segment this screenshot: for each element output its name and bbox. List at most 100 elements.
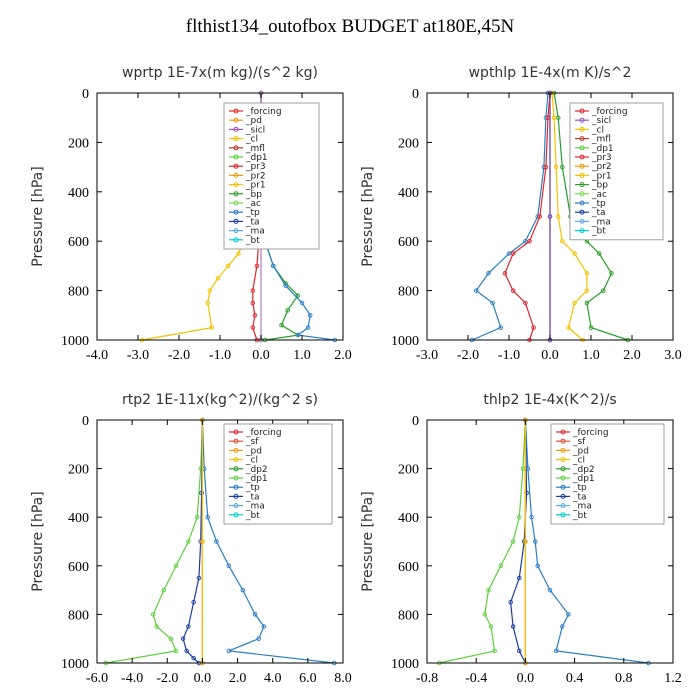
data-point bbox=[209, 325, 215, 330]
data-point bbox=[547, 587, 553, 593]
data-point bbox=[254, 263, 260, 269]
x-tick-label: 0.0 bbox=[194, 671, 212, 686]
data-point bbox=[523, 539, 528, 544]
legend-label: _pd bbox=[245, 446, 262, 456]
y-tick-label: 0 bbox=[412, 87, 419, 102]
data-point bbox=[186, 539, 191, 544]
legend-entry: _pr1 bbox=[229, 181, 266, 191]
data-point bbox=[566, 325, 571, 330]
legend-label: _ma bbox=[591, 217, 611, 227]
y-tick-label: 800 bbox=[68, 608, 89, 623]
series-tp bbox=[523, 417, 651, 666]
data-point bbox=[560, 624, 565, 629]
figure-title: flthist134_outofbox BUDGET at180E,45N bbox=[185, 16, 515, 37]
legend-label: _tp bbox=[245, 483, 260, 493]
x-tick-label: 0.0 bbox=[252, 348, 270, 363]
legend-marker bbox=[560, 512, 566, 518]
x-tick-label: 2.0 bbox=[334, 348, 352, 363]
data-point bbox=[252, 612, 258, 617]
legend-label: _sf bbox=[245, 437, 259, 447]
data-point bbox=[555, 115, 561, 120]
legend-label: _mfl bbox=[591, 135, 611, 145]
chart-title: rtp2 1E-11x(kg^2)/(kg^2 s) bbox=[122, 392, 318, 408]
x-tick-label: -3.0 bbox=[127, 348, 149, 363]
x-tick-label: 4.0 bbox=[264, 671, 282, 686]
legend: _forcing_pd_sicl_cl_mfl_dp1_pr3_pr2_pr1_… bbox=[223, 102, 320, 250]
legend-label: _dp1 bbox=[245, 474, 268, 484]
x-tick-label: 6.0 bbox=[299, 671, 317, 686]
legend-entry: _dp1 bbox=[556, 474, 595, 484]
legend-entry: _ma bbox=[229, 502, 265, 512]
data-point bbox=[225, 263, 231, 269]
legend-marker bbox=[579, 126, 585, 132]
x-tick-label: 1.0 bbox=[582, 348, 600, 363]
legend-marker bbox=[233, 466, 239, 472]
legend-label: _cl bbox=[572, 456, 585, 466]
data-point bbox=[547, 214, 553, 219]
y-tick-label: 600 bbox=[68, 235, 89, 250]
legend-entry: _dp1 bbox=[229, 474, 268, 484]
legend-entry: _pd bbox=[556, 446, 589, 456]
data-point bbox=[161, 587, 167, 593]
y-tick-label: 200 bbox=[68, 136, 89, 151]
y-tick-label: 400 bbox=[68, 186, 89, 201]
data-point bbox=[200, 539, 205, 544]
y-tick-label: 400 bbox=[398, 186, 419, 201]
series-pr1 bbox=[549, 90, 590, 343]
data-point bbox=[510, 539, 516, 544]
legend-marker bbox=[233, 218, 239, 224]
x-tick-label: -3.0 bbox=[416, 348, 438, 363]
chart-title: thlp2 1E-4x(K^2)/s bbox=[483, 392, 616, 408]
legend-label: _pd bbox=[245, 116, 262, 126]
x-tick-label: 2.0 bbox=[229, 671, 247, 686]
data-point bbox=[250, 288, 256, 293]
y-tick-label: 200 bbox=[398, 463, 419, 478]
legend-entry: _dp1 bbox=[575, 144, 614, 154]
legend-label: _ac bbox=[591, 190, 607, 200]
legend-entry: _ma bbox=[229, 227, 265, 237]
legend-marker bbox=[579, 108, 585, 114]
x-tick-label: -2.0 bbox=[168, 348, 190, 363]
data-point bbox=[250, 300, 256, 306]
legend: _forcing_sf_pd_cl_dp2_dp1_tp_ta_ma_bt bbox=[223, 423, 333, 525]
legend-marker bbox=[233, 182, 239, 188]
data-point bbox=[520, 466, 526, 471]
legend-label: _cl bbox=[591, 125, 604, 135]
data-point bbox=[486, 271, 491, 276]
data-point bbox=[535, 563, 540, 569]
legend-entry: _sicl bbox=[229, 125, 265, 135]
data-point bbox=[215, 276, 221, 281]
legend-entry: _pr2 bbox=[229, 171, 266, 181]
data-point bbox=[506, 251, 512, 256]
legend-label: _pr2 bbox=[591, 162, 612, 172]
legend-entry: _tp bbox=[229, 208, 260, 218]
legend-label: _ta bbox=[245, 217, 260, 227]
series-line bbox=[553, 92, 629, 341]
data-point bbox=[588, 325, 594, 330]
x-tick-label: 2.0 bbox=[623, 348, 641, 363]
legend-label: _sf bbox=[572, 437, 586, 447]
data-point bbox=[537, 214, 543, 219]
legend-marker bbox=[579, 182, 585, 188]
legend-entry: _sf bbox=[556, 437, 586, 447]
legend-entry: _mfl bbox=[229, 144, 265, 154]
y-tick-label: 1000 bbox=[61, 334, 89, 349]
data-point bbox=[226, 563, 232, 569]
y-tick-label: 1000 bbox=[391, 334, 419, 349]
y-tick-label: 400 bbox=[398, 511, 419, 526]
data-point bbox=[271, 263, 276, 269]
legend-entry: _cl bbox=[229, 456, 258, 466]
data-point bbox=[191, 600, 196, 605]
legend-label: _ma bbox=[245, 227, 265, 237]
legend-entry: _bp bbox=[229, 190, 262, 200]
y-tick-label: 200 bbox=[68, 463, 89, 478]
legend-label: _forcing bbox=[245, 428, 282, 438]
legend-marker bbox=[233, 145, 239, 151]
legend-label: _bt bbox=[572, 511, 587, 521]
y-tick-label: 800 bbox=[398, 285, 419, 300]
series-pr3 bbox=[502, 90, 553, 343]
legend-entry: _dp2 bbox=[556, 465, 595, 475]
data-point bbox=[584, 271, 590, 276]
data-point bbox=[510, 288, 516, 293]
legend-entry: _cl bbox=[556, 456, 585, 466]
